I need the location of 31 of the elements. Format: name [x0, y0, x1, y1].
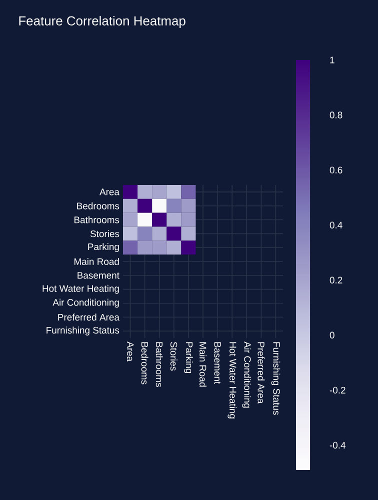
y-tick-label: Main Road: [74, 258, 119, 265]
color-bar-label: 0.6: [330, 166, 342, 174]
y-tick-label: Hot Water Heating: [42, 284, 119, 294]
y-tick-label: Basement: [78, 272, 120, 279]
color-bar-label: 0.8: [330, 112, 342, 118]
x-tick-label: Furnishing Status: [271, 342, 280, 415]
color-bar-label: 1: [330, 56, 334, 64]
x-tick-label: Air Conditioning: [242, 342, 252, 408]
x-tick-label: Bathrooms: [156, 342, 163, 387]
x-tick-label: Area: [126, 342, 134, 362]
y-tick-label: Bathrooms: [74, 216, 120, 224]
color-bar-label: 0.4: [330, 222, 342, 228]
x-tick-label: Bedrooms: [141, 342, 148, 384]
x-tick-label: Preferred Area: [258, 342, 265, 404]
x-tick-label: Main Road: [200, 342, 206, 387]
color-bar-label: -0.2: [330, 386, 346, 394]
x-tick-label: Stories: [170, 342, 178, 371]
x-tick-label: Hot Water Heating: [228, 342, 237, 418]
y-tick-label: Parking: [88, 243, 119, 252]
y-tick-label: Preferred Area: [58, 314, 120, 321]
color-bar-label: 0: [330, 332, 334, 339]
y-tick-label: Stories: [90, 230, 120, 238]
color-bar-label: 0.2: [330, 276, 342, 284]
y-tick-label: Bedrooms: [77, 202, 120, 210]
x-tick-label: Parking: [184, 342, 193, 373]
y-tick-label: Area: [100, 188, 120, 196]
x-tick-label: Basement: [214, 342, 221, 384]
color-bar-label: -0.4: [330, 442, 346, 449]
y-tick-label: Furnishing Status: [46, 326, 120, 336]
chart-title: Feature Correlation Heatmap: [19, 16, 186, 28]
y-tick-label: Air Conditioning: [52, 298, 119, 308]
